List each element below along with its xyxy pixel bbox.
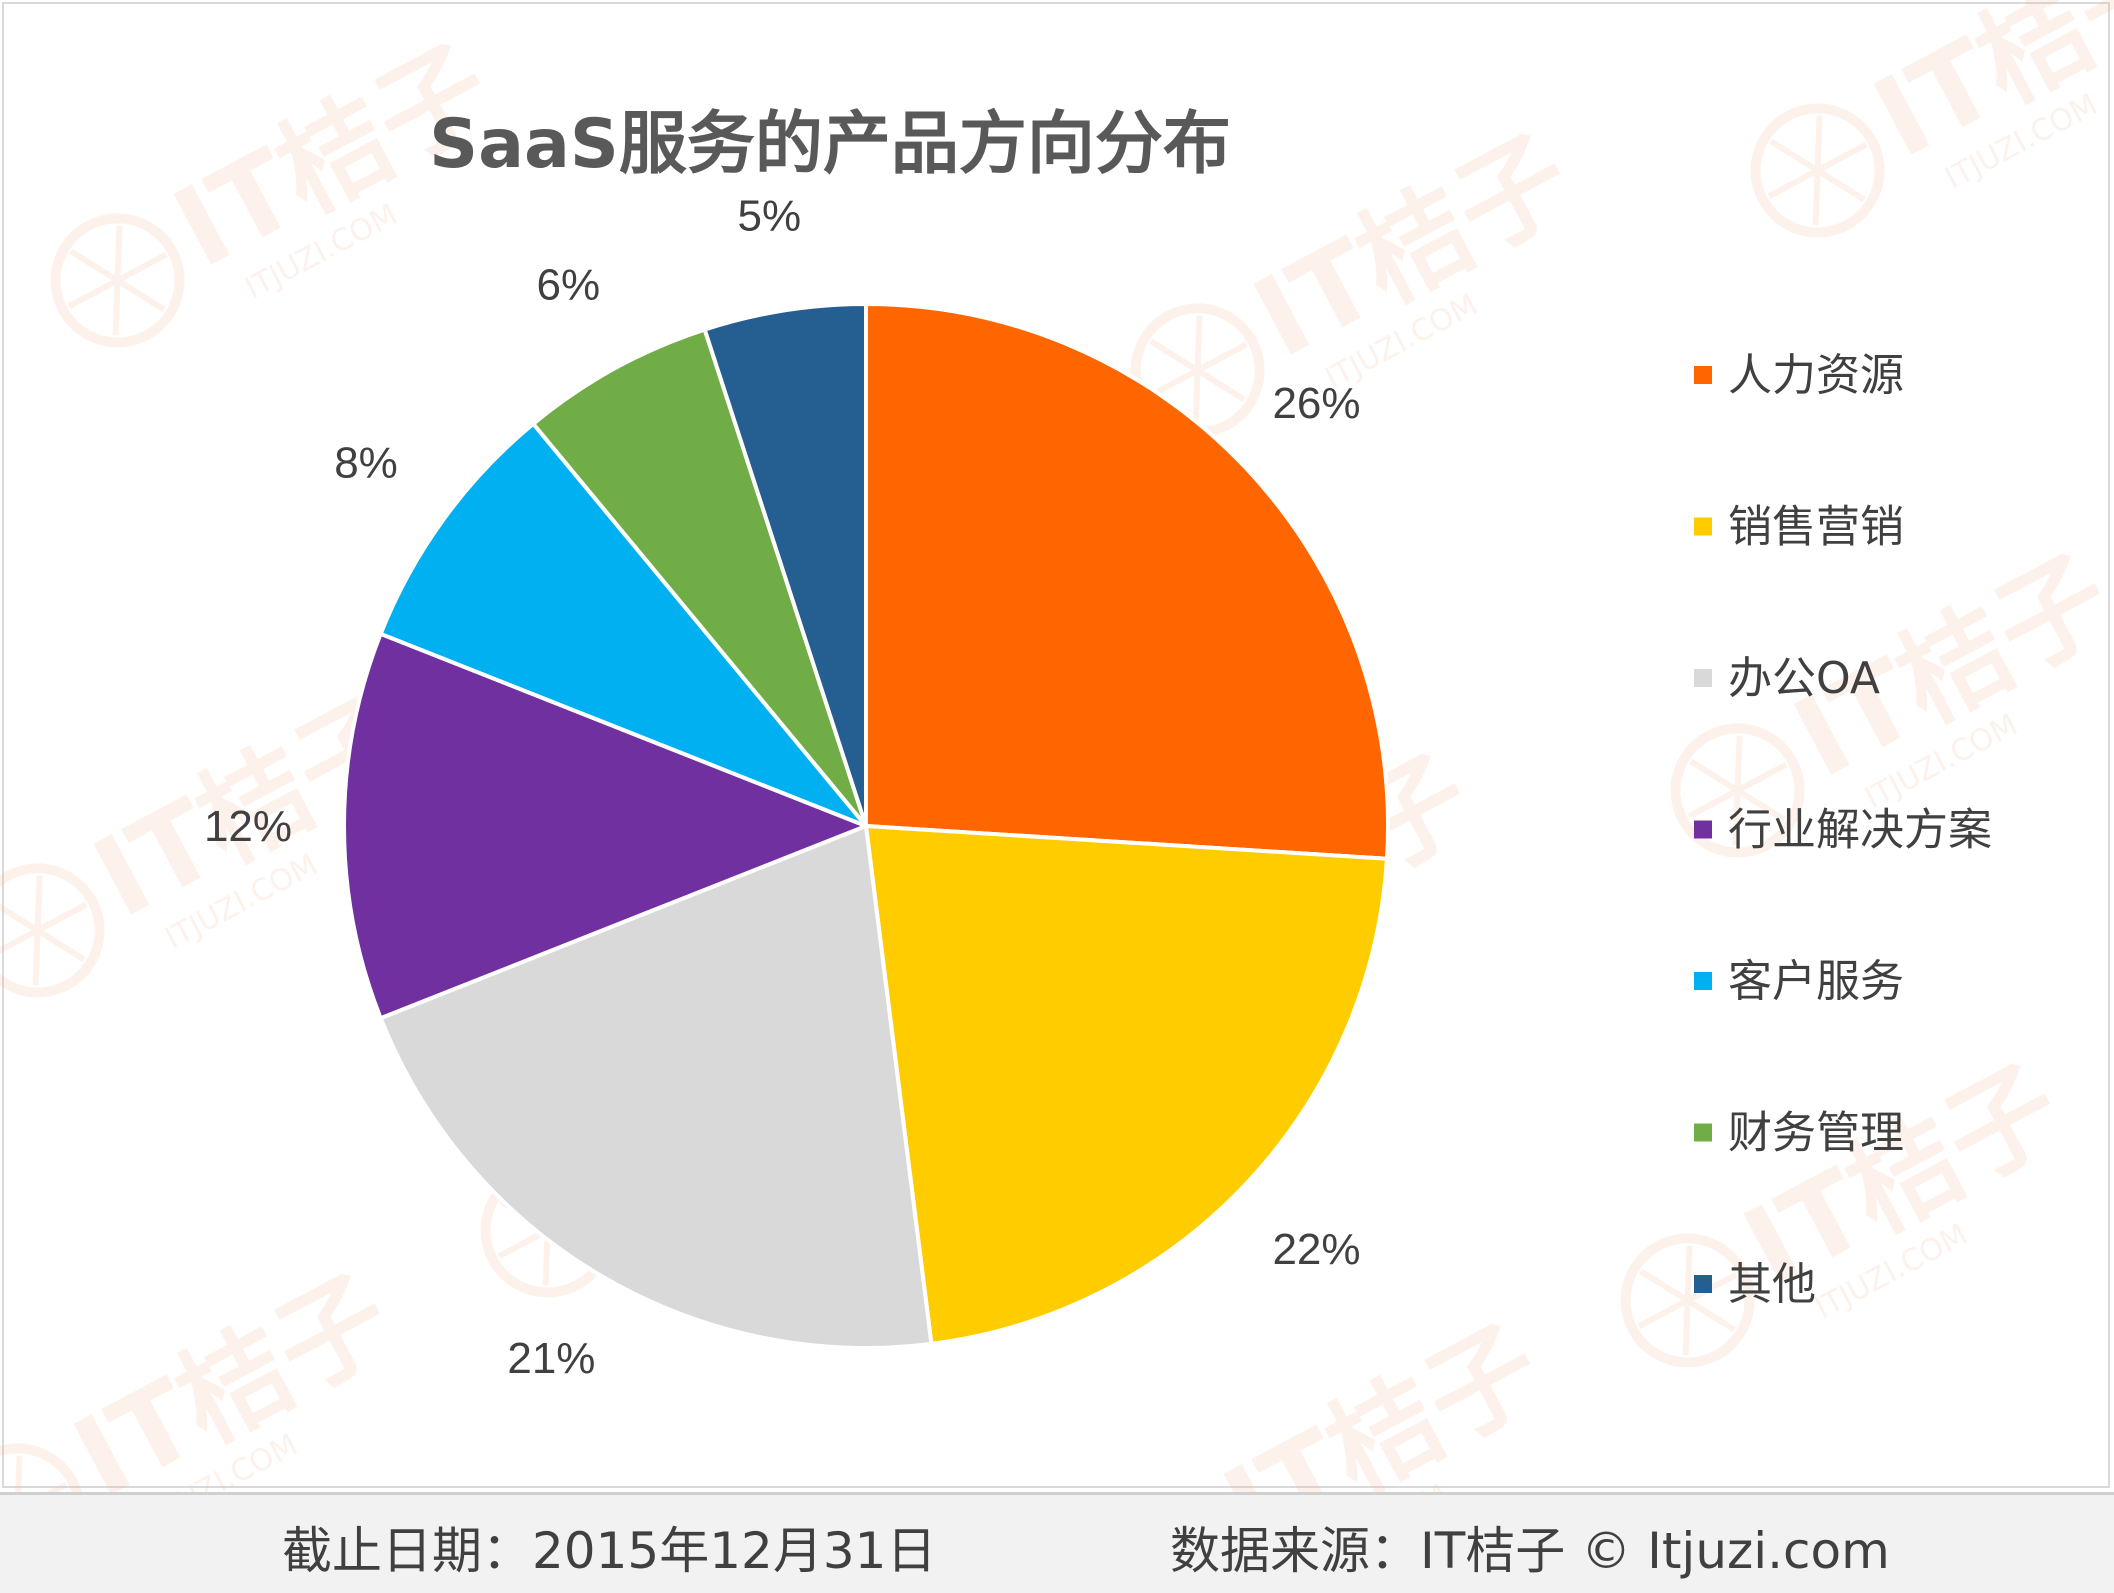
legend-swatch xyxy=(1694,517,1712,536)
pie-slice-4 xyxy=(342,631,872,1021)
legend-item: 财务管理 xyxy=(1694,1108,1904,1159)
pie-slice-3 xyxy=(378,823,934,1350)
legend-item: 客户服务 xyxy=(1694,956,1904,1007)
legend-label: 办公OA xyxy=(1728,653,1880,704)
legend-swatch xyxy=(1694,366,1712,384)
pie-slice-2 xyxy=(863,823,1390,1347)
legend-label: 销售营销 xyxy=(1728,502,1904,553)
pie-value-label: 5% xyxy=(738,192,802,241)
pie-value-label: 21% xyxy=(507,1334,595,1383)
legend-item: 人力资源 xyxy=(1694,350,1904,401)
chart-title: SaaS服务的产品方向分布 xyxy=(429,105,1231,184)
footer-bar: 截止日期：2015年12月31日 数据来源：IT桔子 © Itjuzi.com xyxy=(0,1492,2114,1593)
footer-source: 数据来源：IT桔子 © Itjuzi.com xyxy=(1170,1522,1890,1580)
pie-slice-1 xyxy=(864,301,1390,861)
legend-label: 其他 xyxy=(1728,1259,1816,1310)
legend-swatch xyxy=(1694,820,1712,839)
legend-item: 办公OA xyxy=(1694,653,1880,704)
legend-swatch xyxy=(1694,1123,1712,1142)
legend-label: 财务管理 xyxy=(1728,1108,1904,1159)
pie-value-labels: 26% 22% 21% 12% 8% 6% 5% xyxy=(204,192,1361,1383)
legend-swatch xyxy=(1694,669,1712,687)
footer-date: 截止日期：2015年12月31日 xyxy=(282,1522,937,1580)
legend-item: 其他 xyxy=(1694,1259,1816,1310)
pie-slices xyxy=(342,301,1390,1350)
legend-item: 销售营销 xyxy=(1694,502,1904,553)
pie-slice-6 xyxy=(530,327,868,828)
pie-value-label: 6% xyxy=(537,260,601,309)
legend-item: 行业解决方案 xyxy=(1694,805,1992,856)
legend-swatch xyxy=(1694,1275,1712,1293)
pie-slice-7 xyxy=(702,301,868,827)
legend-label: 客户服务 xyxy=(1728,956,1904,1007)
legend-swatch xyxy=(1694,972,1712,990)
pie-value-label: 26% xyxy=(1272,379,1360,428)
pie-value-label: 12% xyxy=(204,802,292,851)
pie-value-label: 22% xyxy=(1272,1225,1360,1274)
legend-label: 人力资源 xyxy=(1728,350,1904,401)
pie-slice-5 xyxy=(378,420,868,828)
legend-label: 行业解决方案 xyxy=(1728,805,1992,856)
pie-value-label: 8% xyxy=(334,439,398,488)
